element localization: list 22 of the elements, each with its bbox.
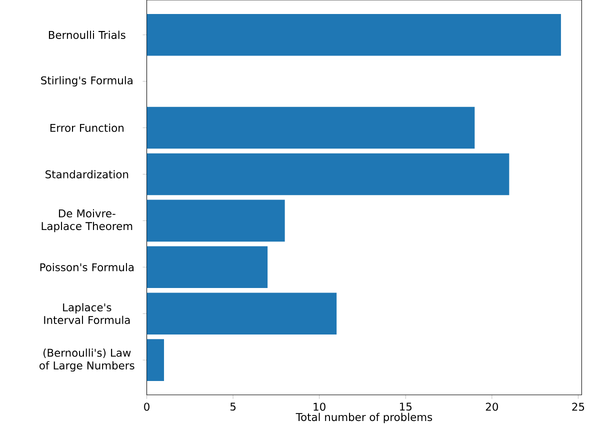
bar (146, 154, 510, 196)
x-tick-label: 5 (230, 402, 236, 411)
x-tick-label: 25 (572, 402, 584, 411)
y-tick-label: Poisson's Formula (40, 263, 134, 272)
x-tick-label: 20 (486, 402, 498, 411)
y-tick-label: Laplace's Interval Formula (44, 303, 130, 324)
y-tick-label: (Bernoulli's) Law of Large Numbers (40, 348, 134, 372)
x-tick-label: 0 (144, 402, 150, 411)
x-tick-label: 10 (314, 402, 326, 411)
y-tick-label: Standardization (46, 170, 128, 179)
y-tick-label: Bernoulli Trials (48, 30, 126, 40)
bar (146, 107, 475, 149)
y-tick-label: Stirling's Formula (41, 76, 132, 87)
bar (146, 339, 164, 382)
bar (146, 200, 285, 242)
bar (146, 14, 561, 56)
x-axis-title: Total number of problems (296, 413, 432, 424)
bar (146, 292, 337, 335)
y-tick-label: Error Function (50, 124, 124, 132)
y-tick-label: De Moivre-Laplace Theorem (42, 209, 132, 232)
bar (146, 246, 268, 288)
x-tick-label: 15 (400, 402, 412, 411)
